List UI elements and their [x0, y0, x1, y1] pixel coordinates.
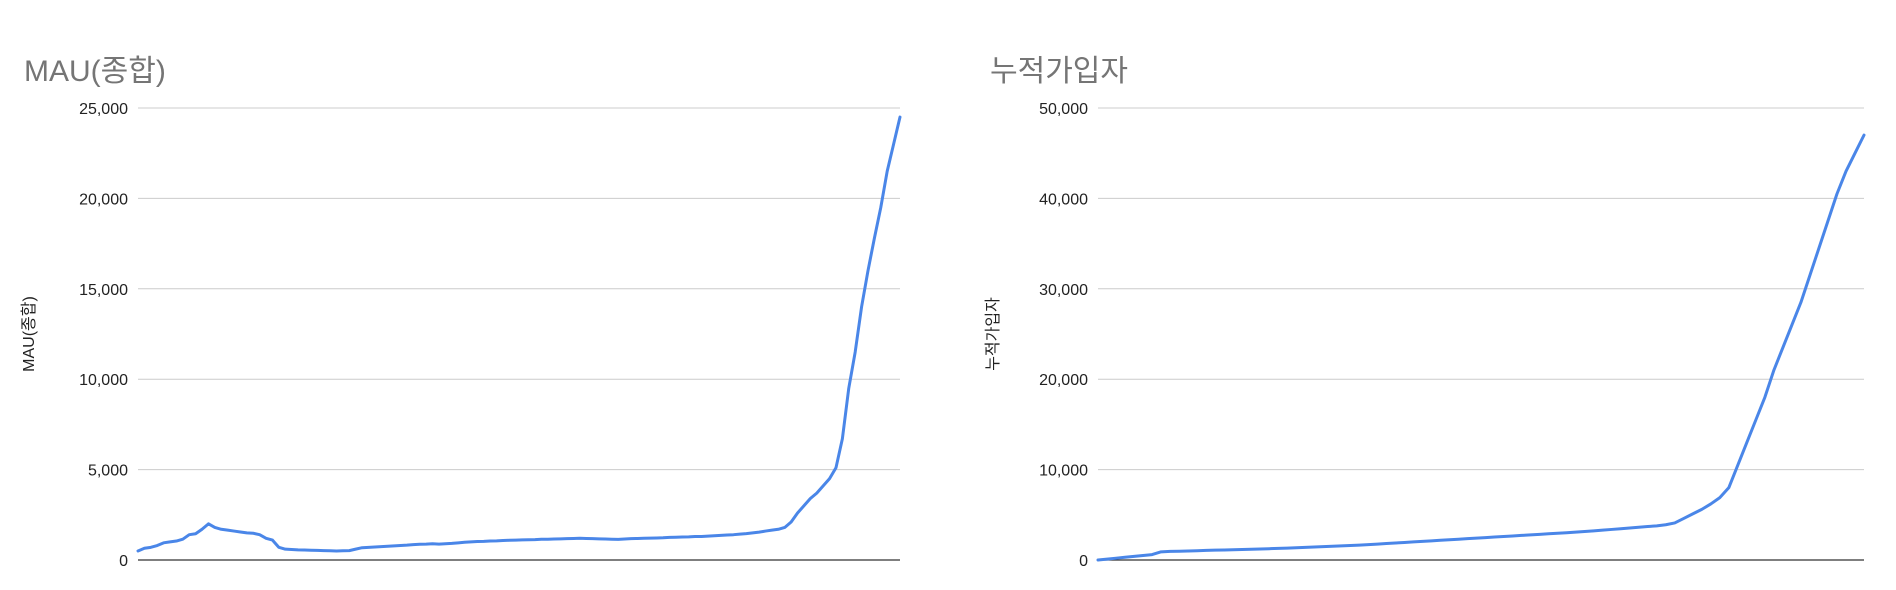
- y-tick-label: 30,000: [1039, 282, 1088, 299]
- y-tick-label: 10,000: [1039, 463, 1088, 480]
- y-tick-label: 25,000: [79, 101, 128, 118]
- y-tick-label: 15,000: [79, 282, 128, 299]
- chart-panel-cumulative-subscribers: 누적가입자 0 10,000 20,000 30,000 40,000 50,000 누적가…: [966, 0, 1896, 590]
- chart-panel-mau: MAU(종합) 0 5,000 10,000 15,000 20,000 25,000 MA…: [0, 0, 930, 590]
- y-axis-label: MAU(종합): [20, 296, 38, 372]
- y-tick-label: 40,000: [1039, 191, 1088, 208]
- y-tick-label: 50,000: [1039, 101, 1088, 118]
- line-chart-cumulative-subscribers: 0 10,000 20,000 30,000 40,000 50,000 누적가입자: [984, 101, 1866, 570]
- y-tick-label: 0: [119, 553, 128, 570]
- y-tick-label: 0: [1079, 553, 1088, 570]
- chart-title: 누적가입자: [990, 55, 1128, 88]
- y-axis-label: 누적가입자: [984, 297, 1002, 371]
- y-tick-label: 5,000: [88, 463, 128, 480]
- y-tick-label: 20,000: [79, 191, 128, 208]
- chart-title: MAU(종합): [24, 55, 166, 88]
- line-chart-mau: 0 5,000 10,000 15,000 20,000 25,000 MAU(종합): [20, 101, 902, 570]
- series-line: [136, 115, 902, 553]
- y-tick-label: 10,000: [79, 372, 128, 389]
- series-line: [1096, 133, 1866, 562]
- y-tick-label: 20,000: [1039, 372, 1088, 389]
